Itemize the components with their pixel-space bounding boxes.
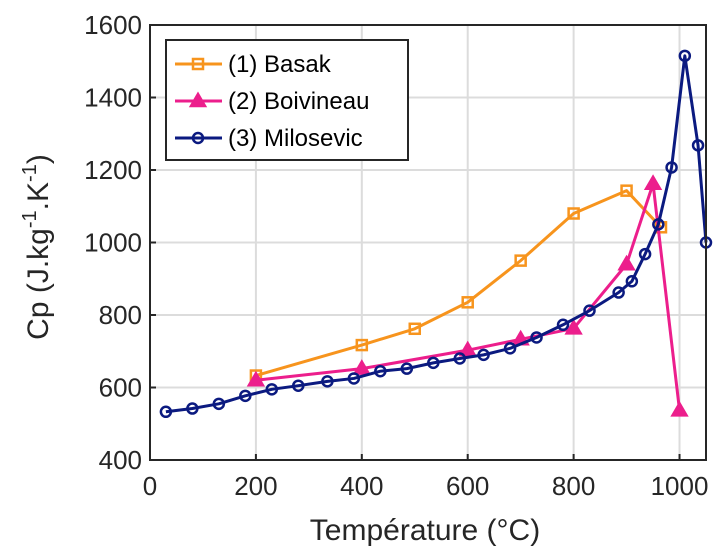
- data-point-circle: [400, 362, 414, 375]
- x-tick-label: 0: [143, 471, 157, 501]
- data-point-square: [514, 254, 527, 267]
- data-point-triangle: [458, 340, 477, 357]
- data-point-circle: [265, 383, 279, 396]
- data-point-circle: [292, 379, 305, 392]
- y-tick-label: 1400: [84, 83, 142, 113]
- data-point-circle: [691, 139, 705, 152]
- data-point-circle: [453, 352, 467, 365]
- y-axis-label-main: Cp (J.kg: [22, 228, 55, 340]
- data-point-circle: [186, 402, 199, 415]
- y-tick-label: 1600: [84, 10, 142, 40]
- data-point-circle: [477, 348, 490, 362]
- data-point-circle: [347, 372, 361, 385]
- data-point-circle: [212, 397, 226, 411]
- data-point-triangle: [246, 370, 266, 387]
- data-point-triangle: [617, 254, 636, 271]
- data-point-circle: [191, 131, 205, 145]
- y-axis-label-sup2: -1: [19, 164, 41, 182]
- data-point-circle: [556, 318, 570, 332]
- y-tick-label: 800: [99, 300, 142, 330]
- y-tick-label: 1000: [84, 228, 142, 258]
- x-tick-label: 400: [340, 471, 383, 501]
- data-point-circle: [678, 49, 692, 63]
- data-point-circle: [625, 275, 639, 288]
- data-point-triangle: [564, 318, 583, 335]
- y-axis-label-mid: .K: [22, 182, 55, 210]
- data-point-circle: [638, 247, 652, 261]
- legend-entry: (3) Milosevic: [175, 125, 363, 152]
- series-3: [159, 49, 713, 419]
- legend-entry: (1) Basak: [175, 51, 332, 78]
- data-point-triangle: [188, 91, 208, 108]
- legend-label: (3) Milosevic: [228, 125, 363, 152]
- series-line: [165, 54, 708, 414]
- data-point-circle: [159, 405, 173, 419]
- series-1: [249, 184, 668, 382]
- y-tick-label: 400: [99, 445, 142, 475]
- data-point-circle: [321, 375, 334, 388]
- x-tick-label: 200: [234, 471, 277, 501]
- legend-label: (1) Basak: [228, 51, 332, 78]
- series-layer: [159, 49, 713, 419]
- legend-label: (2) Boivineau: [228, 88, 369, 115]
- y-tick-label: 600: [99, 373, 142, 403]
- data-point-circle: [427, 356, 440, 370]
- x-axis-label: Température (°C): [310, 514, 540, 547]
- data-point-square: [355, 338, 369, 352]
- data-point-triangle: [643, 174, 663, 191]
- data-point-square: [461, 296, 474, 309]
- data-point-square: [191, 57, 205, 71]
- data-point-square: [620, 184, 633, 197]
- y-axis-label: Cp (J.kg-1.K-1): [19, 154, 55, 340]
- data-point-circle: [612, 286, 625, 299]
- data-point-circle: [503, 342, 517, 355]
- data-point-triangle: [670, 400, 689, 417]
- data-point-circle: [530, 331, 543, 344]
- legend-entry: (2) Boivineau: [175, 88, 369, 115]
- data-point-circle: [652, 218, 665, 231]
- data-point-circle: [374, 364, 387, 378]
- data-point-circle: [665, 161, 678, 174]
- x-tick-label: 800: [552, 471, 595, 501]
- data-point-square: [567, 207, 580, 220]
- x-tick-label: 1000: [651, 471, 709, 501]
- data-point-circle: [583, 304, 596, 317]
- legend: (1) Basak (2) Boivineau (3) Milosevic: [165, 39, 409, 161]
- data-point-circle: [239, 389, 252, 403]
- data-point-square: [408, 322, 422, 336]
- axis-ticks: 0 200 400 600 800 1000 400 600 800 1000 1200 1400 16…: [84, 10, 708, 501]
- x-tick-label: 600: [446, 471, 489, 501]
- y-axis-label-end: ): [22, 154, 55, 164]
- y-tick-label: 1200: [84, 155, 142, 185]
- y-axis-label-sup1: -1: [19, 210, 41, 228]
- series-line: [255, 189, 663, 377]
- data-point-triangle: [352, 359, 371, 375]
